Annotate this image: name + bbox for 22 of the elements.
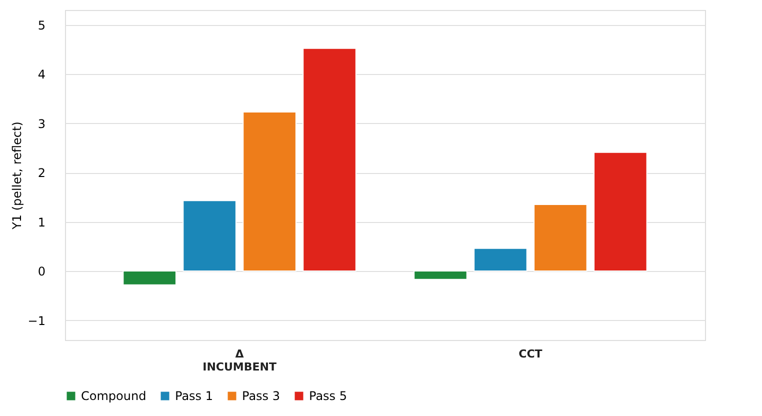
bar bbox=[594, 152, 648, 272]
bar bbox=[302, 48, 356, 272]
y-tick-label: 0 bbox=[38, 264, 46, 279]
y-tick-label: 2 bbox=[38, 166, 46, 180]
bar bbox=[534, 204, 588, 272]
bar bbox=[242, 111, 296, 272]
y-tick-label: 1 bbox=[38, 215, 46, 230]
bar bbox=[414, 270, 468, 280]
x-tick-label: CCT bbox=[518, 348, 543, 360]
bar bbox=[182, 200, 236, 272]
x-tick-label: Δ INCUMBENT bbox=[202, 348, 277, 374]
y-axis-title: Y1 (pellet, reflect) bbox=[10, 122, 24, 230]
y-tick-label: 4 bbox=[38, 68, 46, 82]
legend-label: Pass 3 bbox=[242, 389, 280, 403]
y-tick-label: −1 bbox=[28, 314, 46, 328]
legend-label: Pass 5 bbox=[309, 389, 348, 403]
legend-label: Pass 1 bbox=[175, 389, 214, 403]
y-tick-label: 3 bbox=[38, 116, 46, 131]
bar bbox=[122, 270, 176, 286]
legend-label: Compound bbox=[81, 389, 146, 403]
y-tick-label: 5 bbox=[38, 18, 46, 32]
bar bbox=[474, 248, 528, 272]
